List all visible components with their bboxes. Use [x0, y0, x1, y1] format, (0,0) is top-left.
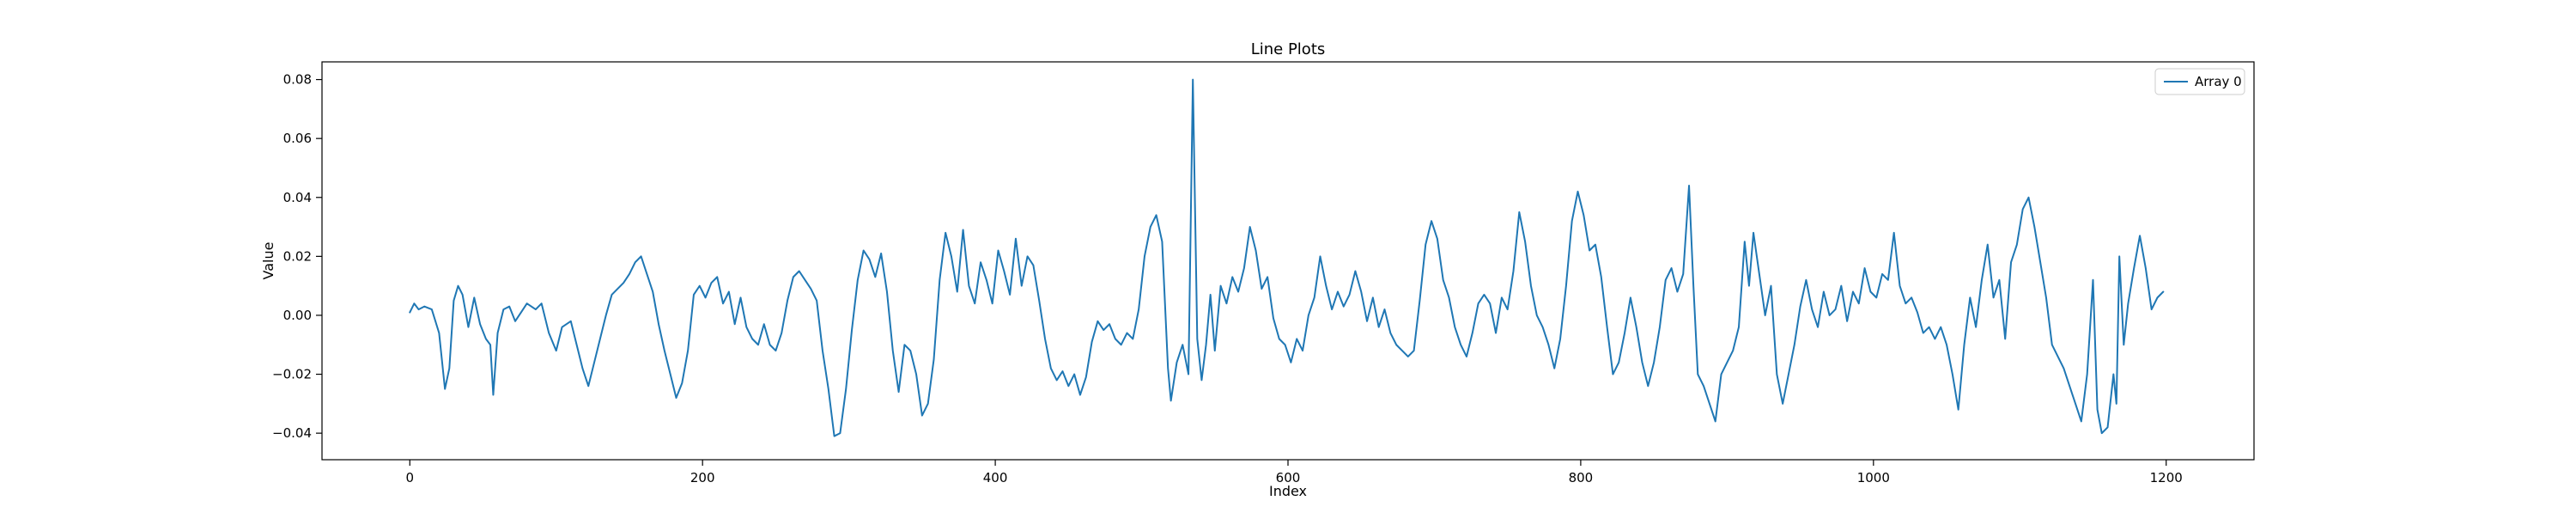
y-tick-label: −0.04: [272, 425, 312, 441]
y-tick-label: 0.04: [283, 190, 312, 205]
x-tick-label: 800: [1569, 470, 1594, 485]
series-line-0: [409, 78, 2165, 437]
x-tick-label: 600: [1276, 470, 1301, 485]
y-tick-label: 0.06: [283, 131, 312, 146]
legend-label: Array 0: [2195, 74, 2242, 89]
x-tick-label: 400: [983, 470, 1008, 485]
x-tick-label: 200: [690, 470, 715, 485]
y-tick-label: 0.08: [283, 72, 312, 88]
legend-box: [2154, 68, 2245, 95]
y-tick-label: 0.00: [283, 308, 312, 323]
y-axis-label: Value: [260, 242, 276, 280]
y-tick-label: 0.02: [283, 248, 312, 264]
chart-title: Line Plots: [1251, 40, 1326, 58]
series-layer: [409, 78, 2165, 437]
legend: Array 0: [2154, 68, 2245, 95]
x-tick-label: 0: [405, 470, 414, 485]
ticks: 0 200 400 600 800 1000 1200 −0.04 −0.02 0.00 0.02 0…: [272, 72, 2183, 485]
x-tick-label: 1200: [2150, 470, 2183, 485]
x-tick-label: 1000: [1857, 470, 1890, 485]
y-tick-label: −0.02: [272, 367, 312, 382]
x-axis-label: Index: [1269, 483, 1307, 499]
